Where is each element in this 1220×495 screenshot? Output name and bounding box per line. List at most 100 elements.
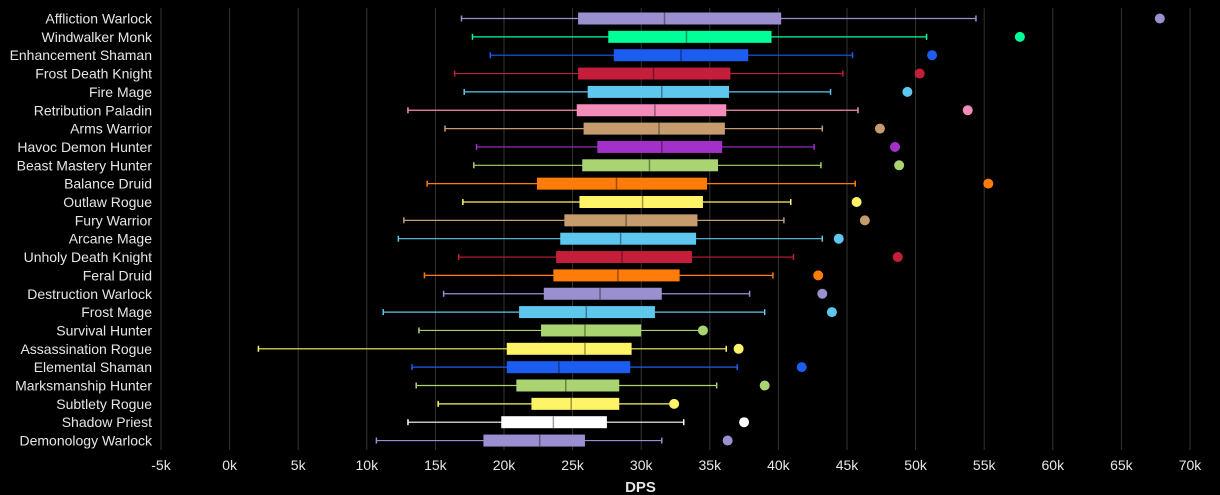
category-label: Unholy Death Knight — [24, 249, 153, 265]
x-tick-label: 20k — [493, 457, 517, 473]
box-series — [257, 12, 1165, 447]
outlier-point — [890, 141, 901, 152]
x-tick-label: -5k — [151, 457, 171, 473]
box-group — [442, 287, 828, 300]
box-group — [407, 416, 750, 429]
category-label: Demonology Warlock — [19, 433, 153, 449]
box-iqr — [579, 196, 703, 208]
box-group — [471, 30, 1025, 43]
box-iqr — [506, 361, 631, 374]
category-label: Fire Mage — [89, 84, 152, 100]
category-label: Arcane Mage — [69, 231, 152, 247]
category-labels: Affliction Warlock Windwalker Monk Enhance… — [10, 11, 153, 449]
box-iqr — [541, 324, 642, 337]
outlier-point — [826, 307, 837, 318]
box-group — [257, 342, 744, 355]
box-iqr — [587, 85, 730, 98]
box-iqr — [516, 379, 620, 392]
x-tick-label: 55k — [973, 457, 997, 473]
category-label: Subtlety Rogue — [56, 396, 152, 412]
outlier-point — [817, 288, 828, 299]
outlier-point — [874, 123, 885, 134]
x-tick-label: 40k — [767, 457, 791, 473]
category-label: Frost Mage — [81, 304, 152, 320]
box-iqr — [576, 104, 727, 117]
box-group — [463, 85, 913, 98]
x-axis-ticks: -5k 0k 5k 10k 15k 20k 25k 30k 35k 40k 45k 50k 55k 60k… — [151, 457, 1202, 473]
x-tick-label: 50k — [904, 457, 928, 473]
box-group — [407, 104, 973, 117]
x-tick-label: 15k — [424, 457, 448, 473]
box-group — [437, 397, 680, 410]
box-group — [411, 361, 807, 374]
box-iqr — [564, 214, 698, 227]
category-label: Retribution Paladin — [34, 102, 152, 118]
outlier-point — [983, 178, 994, 189]
category-label: Elemental Shaman — [34, 359, 152, 375]
outlier-point — [902, 86, 913, 97]
gridlines — [160, 8, 1191, 450]
category-label: Balance Druid — [64, 176, 152, 192]
category-label: Marksmanship Hunter — [15, 378, 152, 394]
outlier-point — [894, 160, 905, 171]
outlier-point — [927, 50, 938, 61]
category-label: Havoc Demon Hunter — [17, 139, 152, 155]
outlier-point — [859, 215, 870, 226]
category-label: Shadow Priest — [62, 414, 152, 430]
box-group — [403, 214, 870, 227]
category-label: Enhancement Shaman — [10, 47, 152, 63]
outlier-point — [892, 252, 903, 263]
x-tick-label: 70k — [1179, 457, 1203, 473]
outlier-point — [851, 197, 862, 207]
x-tick-label: 45k — [836, 457, 860, 473]
category-label: Beast Mastery Hunter — [17, 157, 153, 173]
outlier-point — [833, 233, 844, 244]
outlier-point — [813, 270, 824, 281]
x-tick-label: 10k — [356, 457, 380, 473]
box-group — [382, 306, 837, 319]
outlier-point — [1154, 13, 1165, 24]
box-group — [397, 232, 844, 245]
category-label: Outlaw Rogue — [63, 194, 152, 210]
box-group — [426, 177, 994, 190]
box-group — [418, 324, 708, 337]
box-iqr — [506, 342, 632, 355]
box-group — [453, 67, 925, 80]
category-label: Feral Druid — [83, 267, 152, 283]
box-iqr — [536, 177, 708, 190]
x-tick-label: 5k — [291, 457, 307, 473]
category-label: Windwalker Monk — [42, 29, 153, 45]
outlier-point — [759, 380, 770, 391]
box-group — [375, 434, 733, 447]
box-iqr — [543, 287, 662, 300]
box-group — [457, 251, 903, 264]
box-iqr — [560, 232, 697, 245]
outlier-point — [796, 362, 807, 373]
category-label: Destruction Warlock — [27, 286, 153, 302]
box-iqr — [578, 12, 782, 25]
box-iqr — [583, 122, 725, 135]
x-tick-label: 65k — [1110, 457, 1134, 473]
outlier-point — [722, 435, 733, 446]
outlier-point — [669, 398, 680, 409]
box-group — [473, 159, 905, 172]
box-iqr — [553, 269, 680, 282]
category-label: Fury Warrior — [75, 212, 153, 228]
x-axis-title: DPS — [625, 479, 656, 495]
outlier-point — [1014, 31, 1025, 42]
category-label: Arms Warrior — [70, 121, 152, 137]
box-iqr — [556, 251, 692, 264]
box-group — [460, 12, 1165, 25]
x-tick-label: 60k — [1042, 457, 1066, 473]
box-iqr — [608, 30, 772, 43]
category-label: Affliction Warlock — [45, 11, 153, 27]
box-group — [462, 196, 862, 208]
outlier-point — [914, 68, 925, 79]
x-tick-label: 25k — [561, 457, 585, 473]
outlier-point — [733, 343, 744, 354]
x-tick-label: 35k — [699, 457, 723, 473]
category-label: Assassination Rogue — [20, 341, 152, 357]
box-iqr — [483, 434, 585, 447]
box-group — [444, 122, 885, 135]
